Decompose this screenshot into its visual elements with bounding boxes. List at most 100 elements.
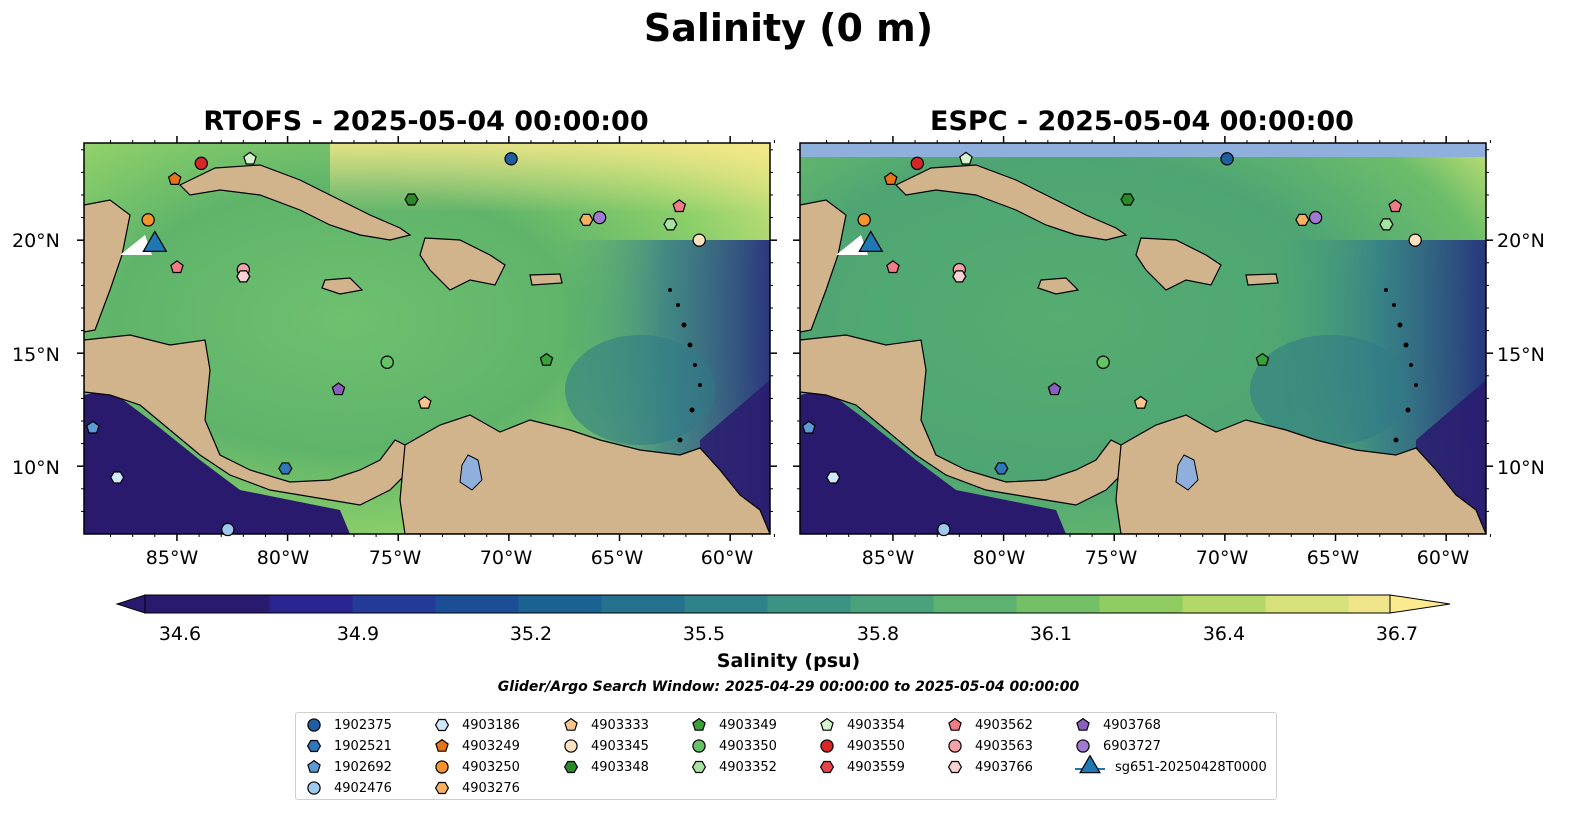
colorbar-segment: [435, 595, 478, 613]
hexagon-marker-icon: [306, 739, 322, 753]
float-marker-4903333: [1133, 395, 1148, 409]
float-marker-4903352: [663, 218, 678, 231]
colorbar-segment: [975, 595, 1017, 613]
lat-label-15: 15°N: [12, 344, 60, 366]
legend-label: 4903349: [719, 717, 777, 733]
colorbar-segment: [643, 595, 685, 613]
hexagon-marker-icon: [947, 760, 963, 774]
cbar-tick-3: 35.5: [682, 623, 726, 645]
map-panels: [77, 136, 1493, 541]
colorbar-segment: [767, 595, 810, 613]
float-marker-4903350: [1096, 355, 1110, 369]
colorbar-segment: [560, 595, 602, 613]
float-marker-4903349: [1255, 352, 1270, 366]
legend-label: 4903550: [847, 738, 905, 754]
float-marker-4903249: [883, 172, 898, 185]
legend-label: sg651-20250428T0000: [1115, 759, 1267, 775]
float-marker-4903276: [1295, 213, 1310, 226]
float-marker-6903727: [1308, 210, 1323, 225]
colorbar-high-extend: [1389, 594, 1451, 614]
legend-label: 4903766: [975, 759, 1033, 775]
legend-item: 4903333: [563, 715, 649, 735]
lat-label-15-right: 15°N: [1497, 344, 1545, 366]
float-marker-4903333: [417, 395, 432, 409]
lon-label-60-right: 60°W: [1416, 547, 1470, 569]
float-marker-4903345: [1408, 233, 1422, 247]
legend-label: 4903563: [975, 738, 1033, 754]
lon-label-60: 60°W: [700, 547, 754, 569]
pentagon-marker-icon: [820, 717, 834, 731]
legend-label: 4902476: [334, 780, 392, 796]
triangle-marker-icon: [1075, 755, 1105, 774]
legend-item: sg651-20250428T0000: [1075, 755, 1267, 777]
float-marker-4903352: [1379, 218, 1394, 231]
legend-item: 4903250: [434, 757, 520, 777]
colorbar-segment: [1058, 595, 1100, 613]
legend-label: 4903354: [847, 717, 905, 733]
legend-item: 4903348: [563, 757, 649, 777]
espc-panel-title: ESPC - 2025-05-04 00:00:00: [930, 106, 1354, 137]
hexagon-marker-icon: [691, 760, 707, 774]
circle-marker-icon: [1076, 739, 1090, 753]
circle-marker-icon: [564, 739, 578, 753]
legend-item: 4903345: [563, 736, 649, 756]
legend-label: 4903348: [591, 759, 649, 775]
float-marker-1902692: [86, 420, 100, 434]
float-marker-4903348: [1120, 193, 1135, 206]
colorbar-outline: [144, 594, 1391, 614]
legend-item: 4903350: [691, 736, 777, 756]
lat-label-20-right: 20°N: [1497, 230, 1545, 252]
legend: 1902375 1902521 1902692 4902476 4903186 49032…: [295, 712, 1277, 800]
float-marker-4903250: [141, 213, 155, 227]
legend-label: 4903352: [719, 759, 777, 775]
legend-label: 4903350: [719, 738, 777, 754]
legend-label: 4903276: [462, 780, 520, 796]
lon-label-85: 85°W: [145, 547, 199, 569]
float-marker-4903550: [910, 156, 924, 171]
pentagon-marker-icon: [307, 759, 321, 773]
colorbar-segment: [892, 595, 934, 613]
float-marker-1902375: [504, 152, 518, 166]
float-marker-4903250: [857, 213, 871, 227]
lon-label-80-right: 80°W: [972, 547, 1026, 569]
legend-label: 1902521: [334, 738, 392, 754]
circle-marker-icon: [307, 781, 321, 795]
legend-item: 4903249: [434, 736, 520, 756]
hexagon-marker-icon: [819, 760, 835, 774]
lon-label-75: 75°W: [368, 547, 422, 569]
colorbar-segment: [228, 595, 270, 613]
float-marker-4903562: [170, 260, 184, 274]
legend-item: 6903727: [1075, 736, 1161, 756]
float-marker-4903186: [826, 471, 841, 484]
legend-item: 4903559: [819, 757, 905, 777]
legend-label: 4903333: [591, 717, 649, 733]
lon-label-85-right: 85°W: [861, 547, 915, 569]
legend-item: 4903563: [947, 736, 1033, 756]
circle-marker-icon: [307, 718, 321, 732]
pentagon-marker-icon: [564, 717, 578, 731]
float-marker-1902692: [802, 420, 816, 434]
legend-item: 4903349: [691, 715, 777, 735]
legend-item: 4903550: [819, 736, 905, 756]
float-marker-4903766: [952, 270, 967, 283]
legend-label: 4903559: [847, 759, 905, 775]
lon-label-75-right: 75°W: [1084, 547, 1138, 569]
float-marker-4902476: [937, 522, 951, 537]
cbar-tick-5: 36.1: [1029, 623, 1073, 645]
search-window-note: Glider/Argo Search Window: 2025-04-29 00…: [497, 679, 1080, 695]
colorbar-segment: [186, 595, 229, 613]
legend-item: 1902521: [306, 736, 392, 756]
colorbar-segment: [684, 595, 727, 613]
float-marker-4903249: [167, 172, 182, 185]
float-marker-4903562: [886, 260, 900, 274]
cbar-tick-0: 34.6: [158, 623, 202, 645]
float-marker-4903562: [672, 199, 687, 213]
colorbar-segment: [1141, 595, 1183, 613]
legend-item: 4903352: [691, 757, 777, 777]
colorbar-segment: [726, 595, 768, 613]
colorbar-segment: [1099, 595, 1142, 613]
colorbar-segment: [850, 595, 893, 613]
float-marker-1902521: [278, 462, 293, 475]
legend-label: 4903186: [462, 717, 520, 733]
float-marker-1902375: [1220, 152, 1234, 166]
